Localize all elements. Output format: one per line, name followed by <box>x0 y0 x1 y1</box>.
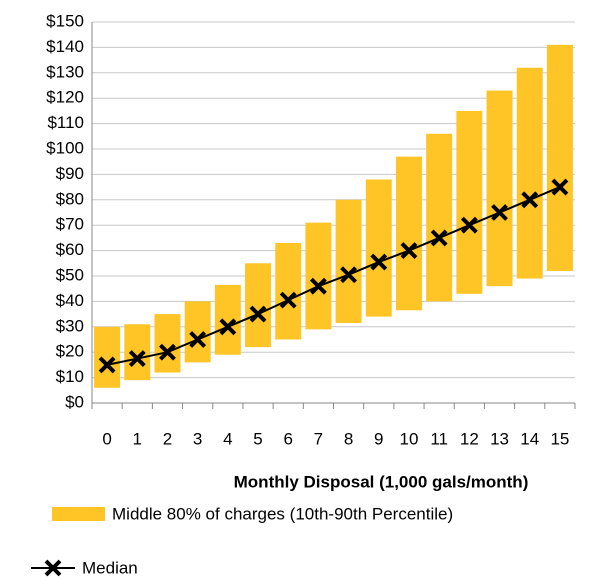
x-tick-label: 7 <box>314 429 323 448</box>
marker <box>249 305 267 323</box>
marker <box>491 204 508 221</box>
x-axis-title: Monthly Disposal (1,000 gals/month) <box>234 472 529 491</box>
marker-stroke <box>460 216 478 234</box>
marker-stroke <box>370 253 388 271</box>
range-bar <box>426 133 453 302</box>
x-tick-label: 3 <box>193 429 202 448</box>
marker <box>159 343 176 361</box>
marker-stroke <box>340 266 358 284</box>
range-bar <box>456 110 483 294</box>
legend-swatch <box>52 507 105 521</box>
range-bar <box>184 301 211 363</box>
range-bar <box>335 199 362 323</box>
marker-stroke <box>400 242 418 260</box>
range-bar <box>546 44 573 271</box>
y-tick-label: $50 <box>56 265 84 284</box>
x-tick-label: 12 <box>460 429 479 448</box>
y-tick-label: $120 <box>46 88 84 107</box>
y-tick-label: $150 <box>46 11 84 30</box>
x-tick-label: 14 <box>520 429 539 448</box>
marker <box>189 331 207 348</box>
marker <box>460 216 478 234</box>
range-bar <box>516 67 543 279</box>
x-tick-label: 6 <box>283 429 292 448</box>
marker <box>400 242 418 260</box>
range-bar <box>94 326 121 388</box>
y-tick-label: $110 <box>47 113 84 132</box>
x-tick-label: 1 <box>133 429 142 448</box>
marker <box>551 178 569 196</box>
marker <box>219 318 237 336</box>
marker <box>128 350 146 367</box>
legend-label: Middle 80% of charges (10th-90th Percent… <box>112 504 453 523</box>
marker-stroke <box>279 291 297 309</box>
range-bar <box>275 242 302 340</box>
marker <box>430 229 448 247</box>
median-line <box>106 186 561 366</box>
y-tick-label: $0 <box>65 392 84 411</box>
marker-stroke <box>159 343 176 361</box>
marker <box>309 277 327 295</box>
y-tick-label: $80 <box>56 189 84 208</box>
marker-stroke <box>44 559 62 577</box>
y-tick-label: $40 <box>56 291 84 310</box>
range-bar <box>245 263 272 348</box>
x-tick-label: 4 <box>223 429 232 448</box>
y-tick-label: $10 <box>56 367 84 386</box>
range-bar <box>395 156 422 311</box>
marker <box>521 191 539 209</box>
y-tick-label: $70 <box>56 215 84 234</box>
range-bar <box>154 314 181 373</box>
x-tick-label: 0 <box>102 429 111 448</box>
marker <box>98 356 116 374</box>
x-tick-label: 13 <box>490 429 509 448</box>
y-tick-label: $100 <box>46 138 84 157</box>
marker <box>340 266 358 284</box>
marker-stroke <box>551 178 569 196</box>
marker-stroke <box>128 350 146 367</box>
x-tick-label: 8 <box>344 429 353 448</box>
marker-stroke <box>430 229 448 247</box>
range-bar <box>365 179 392 317</box>
marker <box>370 253 388 271</box>
marker-stroke <box>219 318 237 336</box>
x-tick-label: 10 <box>400 429 419 448</box>
y-tick-label: $60 <box>56 240 84 259</box>
y-tick-label: $30 <box>56 316 84 335</box>
x-tick-label: 11 <box>430 429 448 448</box>
range-bar <box>305 222 332 330</box>
range-bar <box>214 284 241 355</box>
x-tick-label: 9 <box>374 429 383 448</box>
x-tick-label: 15 <box>550 429 569 448</box>
x-tick-label: 5 <box>253 429 262 448</box>
x-tick-label: 2 <box>163 429 172 448</box>
marker-stroke <box>249 305 267 323</box>
y-tick-label: $140 <box>46 37 84 56</box>
marker-stroke <box>189 331 207 348</box>
marker <box>279 291 297 309</box>
marker-stroke <box>491 204 508 221</box>
marker-stroke <box>309 277 327 295</box>
legend-label: Median <box>82 558 138 577</box>
y-tick-label: $20 <box>56 342 84 361</box>
y-tick-label: $130 <box>46 62 84 81</box>
marker <box>44 559 62 577</box>
marker-stroke <box>98 356 116 374</box>
y-tick-label: $90 <box>56 164 84 183</box>
marker-stroke <box>521 191 539 209</box>
range-bar <box>124 324 151 381</box>
range-bar <box>486 90 513 287</box>
